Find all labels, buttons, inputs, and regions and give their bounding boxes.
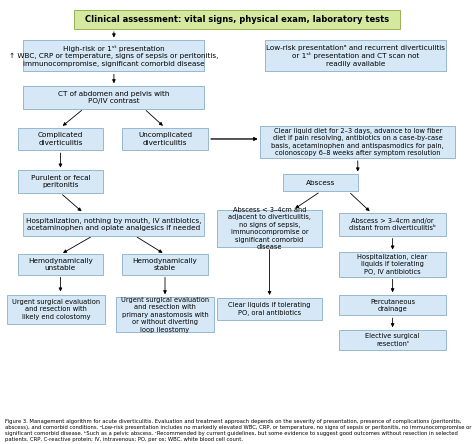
Text: Abscess: Abscess [306,180,335,186]
Text: Uncomplicated
diverticulitis: Uncomplicated diverticulitis [138,132,192,146]
FancyBboxPatch shape [23,213,204,236]
Text: Clear liquids if tolerating
PO, oral antibiotics: Clear liquids if tolerating PO, oral ant… [228,302,311,316]
Text: CT of abdomen and pelvis with
PO/IV contrast: CT of abdomen and pelvis with PO/IV cont… [58,91,170,104]
Text: Complicated
diverticulitis: Complicated diverticulitis [38,132,83,146]
FancyBboxPatch shape [7,294,105,324]
FancyBboxPatch shape [339,213,446,236]
Text: Abscess < 3–4cm and
adjacent to diverticulitis,
no signs of sepsis,
immunocompro: Abscess < 3–4cm and adjacent to divertic… [228,206,311,250]
Text: Clinical assessment: vital signs, physical exam, laboratory tests: Clinical assessment: vital signs, physic… [85,15,389,24]
Text: Urgent surgical evaluation
and resection with
primary anastomosis with
or withou: Urgent surgical evaluation and resection… [121,297,209,333]
FancyBboxPatch shape [18,170,103,193]
Text: Hemodynamically
unstable: Hemodynamically unstable [28,258,93,271]
FancyBboxPatch shape [23,40,204,71]
Text: Clear liquid diet for 2–3 days, advance to low fiber
diet if pain resolving, ant: Clear liquid diet for 2–3 days, advance … [272,128,444,156]
FancyBboxPatch shape [217,298,322,321]
Text: Hospitalization, clear
liquids if tolerating
PO, IV antibiotics: Hospitalization, clear liquids if tolera… [357,254,428,275]
FancyBboxPatch shape [122,128,208,150]
FancyBboxPatch shape [260,126,456,158]
FancyBboxPatch shape [116,297,214,332]
Text: Figure 3. Management algorithm for acute diverticulitis. Evaluation and treatmen: Figure 3. Management algorithm for acute… [5,420,471,442]
FancyBboxPatch shape [339,330,446,350]
FancyBboxPatch shape [217,210,322,247]
Text: Hospitalization, nothing by mouth, IV antibiotics,
acetaminophen and opiate anal: Hospitalization, nothing by mouth, IV an… [26,218,201,231]
Text: Low-risk presentationᵃ and recurrent diverticulitis
or 1ˢᵗ presentation and CT s: Low-risk presentationᵃ and recurrent div… [266,45,445,67]
Text: Percutaneous
drainage: Percutaneous drainage [370,298,415,312]
FancyBboxPatch shape [23,86,204,109]
FancyBboxPatch shape [74,10,400,29]
Text: Hemodynamically
stable: Hemodynamically stable [133,258,197,271]
Text: Elective surgical
resectionᶜ: Elective surgical resectionᶜ [365,333,420,347]
Text: Urgent surgical evaluation
and resection with
likely end colostomy: Urgent surgical evaluation and resection… [12,299,100,320]
FancyBboxPatch shape [283,174,358,191]
FancyBboxPatch shape [339,252,446,277]
Text: Purulent or fecal
peritonitis: Purulent or fecal peritonitis [31,175,90,188]
FancyBboxPatch shape [122,254,208,274]
FancyBboxPatch shape [18,128,103,150]
FancyBboxPatch shape [339,295,446,315]
Text: Abscess > 3–4cm and/or
distant from diverticulitisᵇ: Abscess > 3–4cm and/or distant from dive… [349,218,436,231]
FancyBboxPatch shape [265,40,446,71]
Text: High-risk or 1ˢᵗ presentation
↑ WBC, CRP or temperature, signs of sepsis or peri: High-risk or 1ˢᵗ presentation ↑ WBC, CRP… [9,45,219,67]
FancyBboxPatch shape [18,254,103,274]
